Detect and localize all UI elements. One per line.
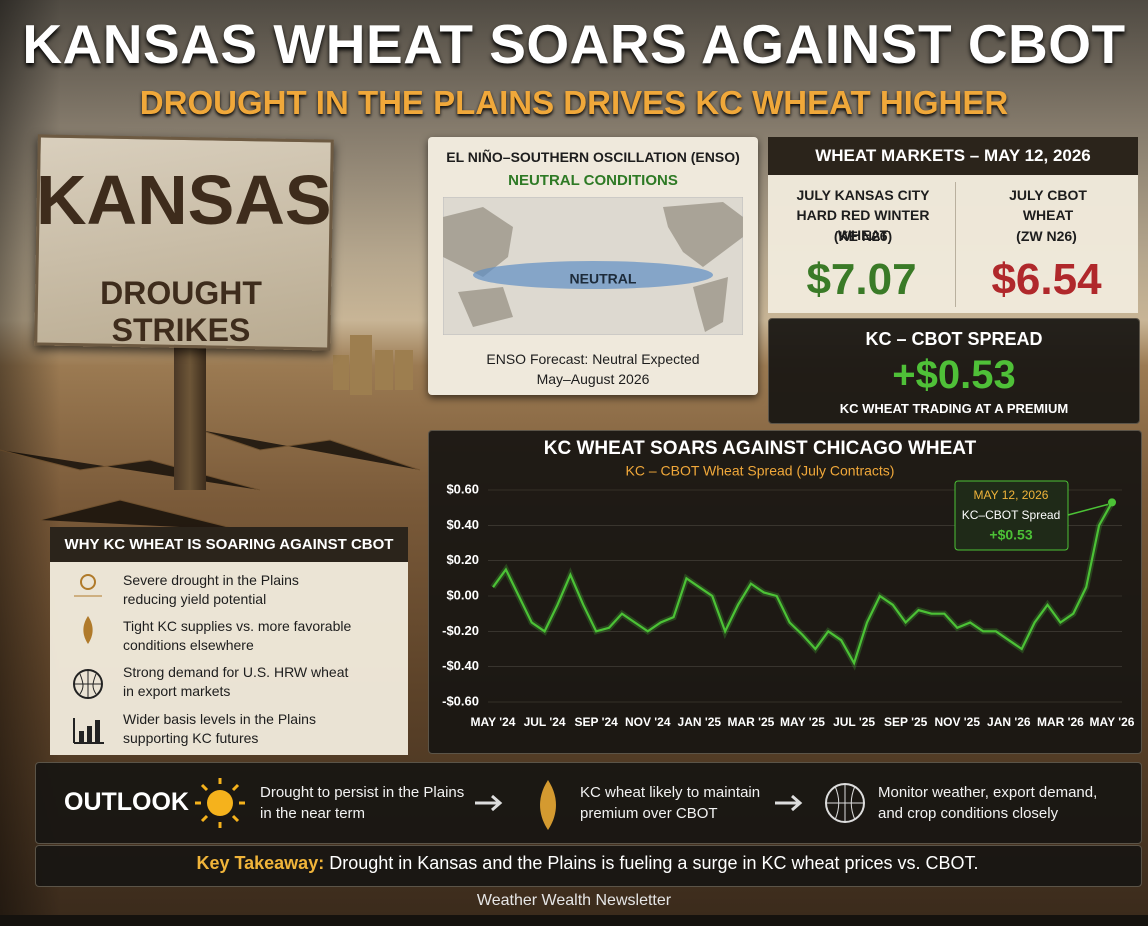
- chart-panel: [428, 430, 1142, 754]
- takeaway-label: Key Takeaway:: [196, 853, 325, 873]
- reason: Strong demand for U.S. HRW wheat in expo…: [123, 664, 349, 699]
- divider: [955, 182, 956, 307]
- sign-text: KANSAS: [36, 161, 332, 239]
- market-code: (KE N26): [833, 228, 893, 244]
- market-price: $6.54: [991, 255, 1102, 304]
- markets-card: WHEAT MARKETS – MAY 12, 2026 JULY KANSAS…: [768, 137, 1138, 313]
- enso-status: NEUTRAL CONDITIONS: [508, 172, 678, 189]
- enso-map: NEUTRAL: [443, 197, 743, 335]
- footer: Weather Wealth Newsletter: [476, 892, 672, 909]
- enso-title: EL NIÑO–SOUTHERN OSCILLATION (ENSO): [446, 149, 740, 165]
- outlook-item: Monitor weather, export demand, and crop…: [878, 784, 1098, 822]
- spread-card: KC – CBOT SPREAD +$0.53 KC WHEAT TRADING…: [768, 318, 1140, 424]
- market-code: (ZW N26): [1016, 228, 1077, 244]
- market-price: $7.07: [806, 255, 917, 304]
- reasons-title: WHY KC WHEAT IS SOARING AGAINST CBOT: [50, 527, 408, 562]
- takeaway-bar: [35, 845, 1142, 887]
- reason-icons: [73, 574, 104, 744]
- takeaway-text: Drought in Kansas and the Plains is fuel…: [329, 853, 979, 873]
- spread-title: KC – CBOT SPREAD: [865, 329, 1043, 349]
- takeaway: Key Takeaway: Drought in Kansas and the …: [35, 853, 1140, 874]
- markets-title: WHEAT MARKETS – MAY 12, 2026: [768, 137, 1138, 175]
- outlook-icons: [195, 778, 865, 830]
- sign-post: [174, 340, 206, 490]
- outlook-item: KC wheat likely to maintain premium over…: [580, 784, 761, 822]
- reason: Tight KC supplies vs. more favorable con…: [123, 618, 352, 653]
- cracks: [0, 429, 421, 531]
- reason: Severe drought in the Plains reducing yi…: [123, 572, 299, 607]
- spread-note: KC WHEAT TRADING AT A PREMIUM: [839, 401, 1069, 416]
- reason: Wider basis levels in the Plains support…: [123, 711, 316, 746]
- map-label: NEUTRAL: [570, 271, 637, 287]
- title: KANSAS WHEAT SOARS AGAINST CBOT: [22, 13, 1126, 75]
- enso-forecast: ENSO Forecast: Neutral Expected: [486, 351, 700, 367]
- market-name: JULY CBOT WHEAT: [1009, 187, 1087, 223]
- outlook-label: OUTLOOK: [64, 788, 189, 816]
- spread-value: +$0.53: [892, 353, 1016, 397]
- enso-card: EL NIÑO–SOUTHERN OSCILLATION (ENSO) NEUT…: [428, 137, 758, 395]
- reasons-card: WHY KC WHEAT IS SOARING AGAINST CBOT: [50, 527, 408, 755]
- outlook-item: Drought to persist in the Plains in the …: [260, 784, 465, 822]
- silo: [333, 335, 413, 395]
- enso-period: May–August 2026: [536, 371, 650, 387]
- sign-text: DROUGHT STRIKES: [100, 275, 262, 348]
- market-name: JULY KANSAS CITY HARD RED WINTER WHEAT: [796, 187, 930, 243]
- subtitle: DROUGHT IN THE PLAINS DRIVES KC WHEAT HI…: [139, 84, 1009, 121]
